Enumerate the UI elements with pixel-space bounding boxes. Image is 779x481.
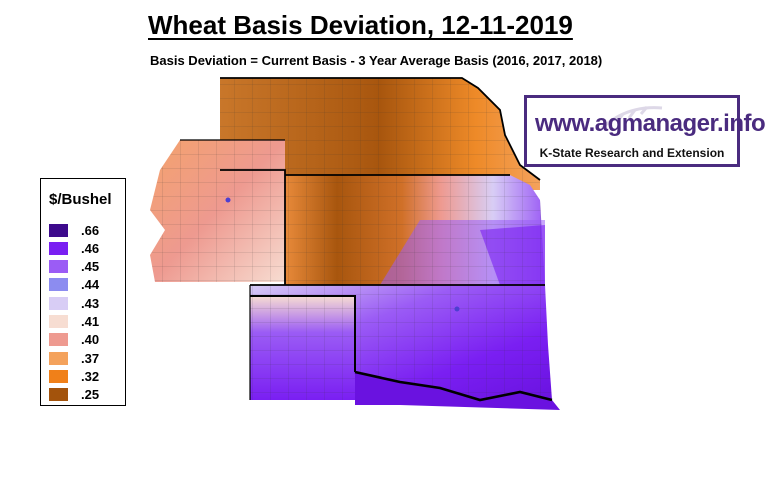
legend-swatch	[49, 369, 68, 383]
legend-label: .43	[81, 295, 100, 311]
elevator-markers	[225, 197, 460, 312]
legend-label: .32	[81, 368, 100, 384]
legend-item: .41	[49, 313, 99, 331]
legend-item: .45	[49, 258, 99, 276]
legend-swatch	[49, 351, 68, 365]
legend-item: .25	[49, 386, 99, 404]
wheat-icon	[600, 106, 663, 130]
legend-label: .44	[81, 277, 100, 293]
legend-label: .40	[81, 332, 100, 348]
legend-title: $/Bushel	[49, 191, 112, 208]
legend-label: .46	[81, 240, 100, 256]
legend: $/Bushel .66 .46 .45 .44 .43 .41 .40 .37 .32 .25	[40, 178, 126, 406]
legend-swatch	[49, 333, 68, 347]
region-kansas	[285, 175, 545, 285]
legend-swatch	[49, 278, 68, 292]
legend-item: .40	[49, 331, 99, 349]
brand-url: www.agmanager.info	[535, 110, 766, 137]
legend-swatch	[49, 315, 68, 328]
region-nebraska	[220, 78, 540, 190]
brand-org: K-State Research and Extension	[539, 146, 725, 160]
legend-swatch	[49, 388, 68, 402]
legend-item: .32	[49, 367, 99, 385]
legend-swatch	[49, 223, 68, 237]
state-borders	[180, 77, 553, 402]
legend-item: .43	[49, 294, 99, 312]
region-texas-north	[355, 372, 560, 410]
legend-swatch	[49, 296, 68, 310]
legend-label: .41	[81, 314, 100, 329]
legend-label: .37	[81, 350, 100, 366]
page-title: Wheat Basis Deviation, 12-11-2019	[148, 10, 573, 40]
legend-item: .46	[49, 239, 99, 257]
legend-item: .66	[49, 221, 99, 239]
agmanager-logo: www.agmanager.info K-State Research and …	[524, 95, 766, 167]
region-colorado	[150, 140, 285, 282]
legend-item: .44	[49, 276, 99, 294]
legend-item: .37	[49, 349, 99, 367]
legend-label: .66	[81, 222, 100, 238]
region-oklahoma	[250, 285, 552, 400]
page-subtitle: Basis Deviation = Current Basis - 3 Year…	[150, 53, 603, 68]
legend-swatch	[49, 260, 68, 274]
legend-swatch	[49, 241, 68, 255]
legend-label: .25	[81, 387, 100, 403]
legend-label: .45	[81, 259, 100, 275]
